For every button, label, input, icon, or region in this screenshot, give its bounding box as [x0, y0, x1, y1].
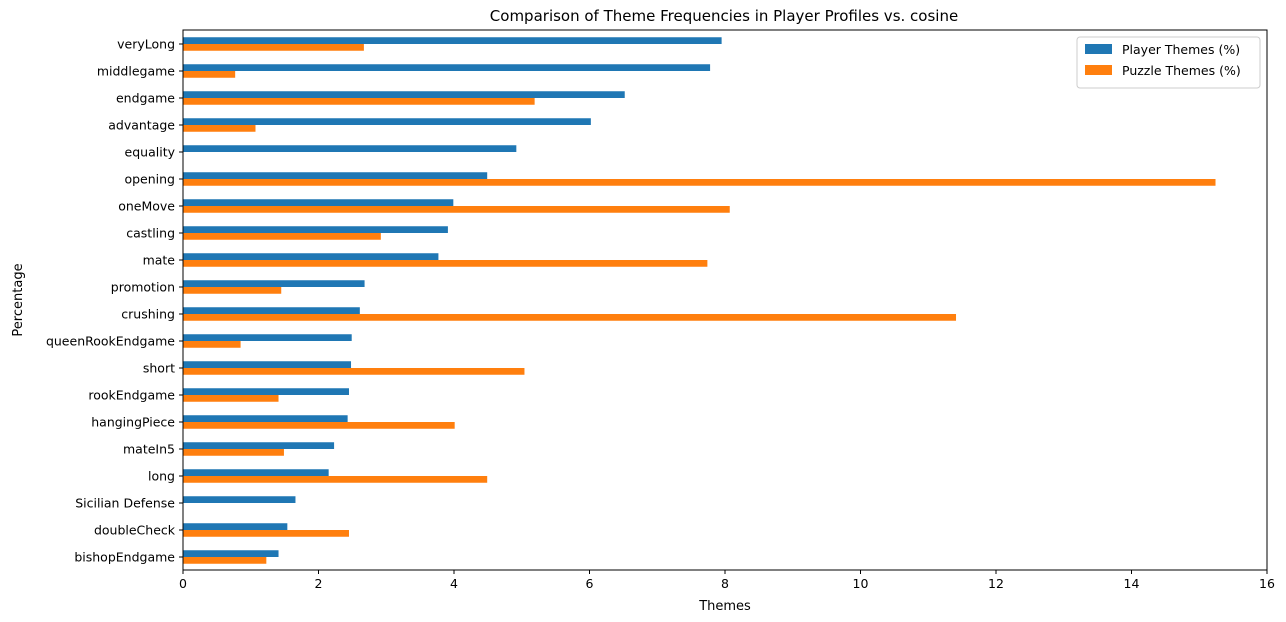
y-tick-label-castling: castling	[126, 226, 175, 241]
y-tick-label-matein5: mateIn5	[123, 442, 175, 457]
y-tick-label-sicilian-defense: Sicilian Defense	[75, 496, 175, 511]
x-tick-label-6: 6	[586, 576, 594, 591]
x-tick-label-8: 8	[721, 576, 729, 591]
x-tick-label-4: 4	[450, 576, 458, 591]
bar-puzzle-themes-queenrookendgame	[183, 341, 241, 348]
bar-player-themes-queenrookendgame	[183, 334, 352, 341]
x-tick-label-10: 10	[853, 576, 869, 591]
bar-player-themes-middlegame	[183, 64, 711, 71]
bar-player-themes-long	[183, 469, 329, 476]
y-tick-label-crushing: crushing	[121, 307, 175, 322]
bar-player-themes-verylong	[183, 37, 722, 44]
y-tick-label-rookendgame: rookEndgame	[88, 388, 175, 403]
bar-puzzle-themes-promotion	[183, 287, 282, 294]
legend-label-player-themes: Player Themes (%)	[1122, 42, 1240, 57]
bar-puzzle-themes-onemove	[183, 206, 730, 213]
y-tick-label-hangingpiece: hangingPiece	[91, 415, 175, 430]
y-tick-label-equality: equality	[125, 145, 176, 160]
bar-puzzle-themes-middlegame	[183, 71, 236, 78]
bar-player-themes-rookendgame	[183, 388, 349, 395]
bars	[183, 37, 1216, 564]
bar-puzzle-themes-verylong	[183, 44, 364, 51]
bar-player-themes-advantage	[183, 118, 591, 125]
y-axis-ticks: veryLong middlegame endgame advantage equali…	[46, 37, 183, 565]
legend-swatch-player-themes	[1085, 44, 1112, 54]
bar-player-themes-equality	[183, 145, 517, 152]
bar-player-themes-short	[183, 361, 352, 368]
bar-puzzle-themes-rookendgame	[183, 395, 279, 402]
x-axis-ticks: 0 2 4 6 8 10 12 14 16	[179, 570, 1275, 591]
bar-puzzle-themes-long	[183, 476, 488, 483]
legend-swatch-puzzle-themes	[1085, 65, 1112, 75]
bar-player-themes-hangingpiece	[183, 415, 348, 422]
bar-player-themes-bishopendgame	[183, 550, 279, 557]
bar-puzzle-themes-crushing	[183, 314, 957, 321]
y-tick-label-middlegame: middlegame	[97, 64, 175, 79]
x-tick-label-12: 12	[988, 576, 1004, 591]
bar-player-themes-onemove	[183, 199, 454, 206]
y-tick-label-advantage: advantage	[108, 118, 175, 133]
legend-label-puzzle-themes: Puzzle Themes (%)	[1122, 63, 1241, 78]
bar-player-themes-opening	[183, 172, 488, 179]
bar-puzzle-themes-matein5	[183, 449, 284, 456]
bar-puzzle-themes-castling	[183, 233, 381, 240]
y-tick-label-promotion: promotion	[111, 280, 175, 295]
x-axis-label: Themes	[698, 599, 751, 614]
x-tick-label-2: 2	[315, 576, 323, 591]
y-tick-label-opening: opening	[124, 172, 175, 187]
y-axis-label: Percentage	[11, 263, 26, 336]
bar-player-themes-doublecheck	[183, 523, 288, 530]
bar-puzzle-themes-bishopendgame	[183, 557, 267, 564]
legend: Player Themes (%) Puzzle Themes (%)	[1076, 36, 1261, 89]
bar-player-themes-endgame	[183, 91, 625, 98]
x-tick-label-14: 14	[1124, 576, 1140, 591]
x-tick-label-0: 0	[179, 576, 187, 591]
bar-puzzle-themes-opening	[183, 179, 1216, 186]
y-tick-label-long: long	[148, 469, 175, 484]
bar-player-themes-crushing	[183, 307, 360, 314]
chart-title: Comparison of Theme Frequencies in Playe…	[490, 7, 958, 25]
bar-player-themes-castling	[183, 226, 448, 233]
y-tick-label-bishopendgame: bishopEndgame	[74, 550, 175, 565]
bar-puzzle-themes-hangingpiece	[183, 422, 455, 429]
bar-puzzle-themes-short	[183, 368, 525, 375]
y-tick-label-mate: mate	[143, 253, 176, 268]
legend-frame	[1076, 36, 1261, 89]
bar-puzzle-themes-advantage	[183, 125, 256, 132]
bar-player-themes-sicilian-defense	[183, 496, 296, 503]
bar-player-themes-promotion	[183, 280, 365, 287]
x-tick-label-16: 16	[1259, 576, 1275, 591]
bar-player-themes-matein5	[183, 442, 335, 449]
y-tick-label-doublecheck: doubleCheck	[94, 523, 176, 538]
bar-player-themes-mate	[183, 253, 439, 260]
y-tick-label-short: short	[143, 361, 175, 376]
bar-puzzle-themes-endgame	[183, 98, 535, 105]
y-tick-label-onemove: oneMove	[118, 199, 175, 214]
y-tick-label-endgame: endgame	[116, 91, 175, 106]
y-tick-label-queenrookendgame: queenRookEndgame	[46, 334, 175, 349]
bar-puzzle-themes-mate	[183, 260, 708, 267]
plot-frame	[182, 29, 1268, 571]
y-tick-label-verylong: veryLong	[117, 37, 175, 52]
bar-puzzle-themes-doublecheck	[183, 530, 349, 537]
